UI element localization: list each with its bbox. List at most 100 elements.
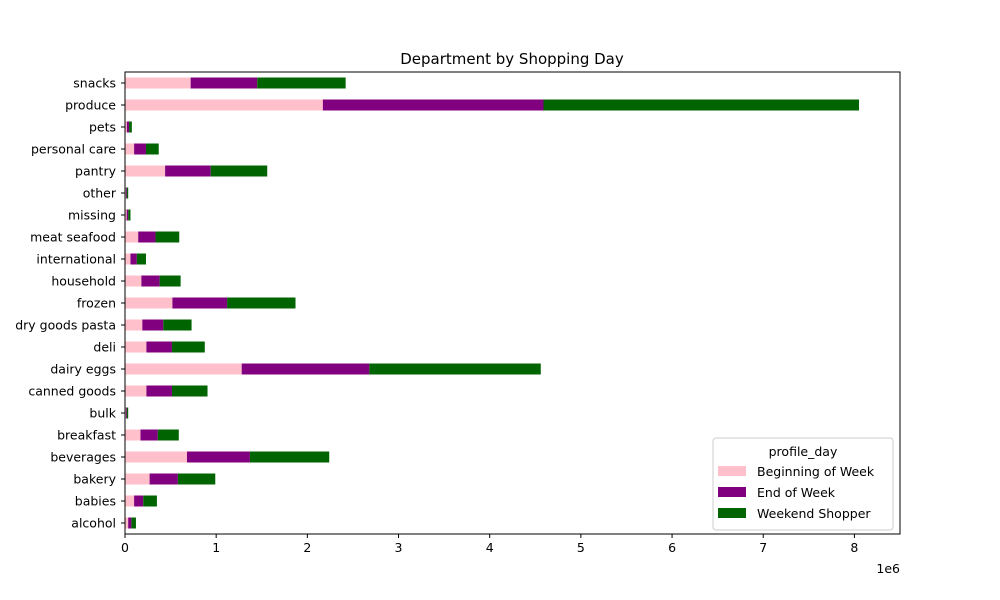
bar-dry-goods-pasta-beginning-of-week bbox=[125, 319, 143, 331]
y-tick-label: pantry bbox=[75, 164, 117, 179]
bar-bakery-end-of-week bbox=[149, 473, 178, 485]
y-tick-label: breakfast bbox=[57, 428, 116, 443]
y-axis: alcohol babies bakery beverages breakfast bul… bbox=[15, 76, 125, 531]
y-tick-label: snacks bbox=[73, 76, 116, 91]
bar-pantry-beginning-of-week bbox=[125, 165, 166, 177]
bar-frozen-weekend-shopper bbox=[227, 297, 296, 309]
x-tick-label: 7 bbox=[759, 540, 767, 555]
y-tick-label: international bbox=[36, 252, 116, 267]
y-tick-label: personal care bbox=[31, 142, 116, 157]
bar-household-beginning-of-week bbox=[125, 275, 142, 287]
bar-snacks-end-of-week bbox=[190, 77, 258, 89]
legend-items: Beginning of Week End of Week Weekend Shop… bbox=[718, 464, 875, 521]
bar-dairy-eggs-end-of-week bbox=[241, 363, 370, 375]
bar-beverages-weekend-shopper bbox=[249, 451, 330, 463]
y-tick-label: missing bbox=[68, 208, 116, 223]
y-tick-label: meat seafood bbox=[30, 230, 116, 245]
x-axis-scale-label: 1e6 bbox=[876, 561, 900, 576]
x-tick-label: 0 bbox=[121, 540, 129, 555]
bar-produce-beginning-of-week bbox=[125, 99, 323, 111]
bar-produce-end-of-week bbox=[322, 99, 544, 111]
y-tick-label: canned goods bbox=[28, 384, 116, 399]
bar-meat-seafood-beginning-of-week bbox=[125, 231, 139, 243]
bar-pets-weekend-shopper bbox=[129, 121, 132, 133]
chart-title: Department by Shopping Day bbox=[400, 50, 624, 68]
bar-babies-weekend-shopper bbox=[143, 495, 157, 507]
legend-swatch-beginning-of-week bbox=[718, 466, 746, 476]
y-tick-label: bulk bbox=[89, 406, 116, 421]
y-tick-label: bakery bbox=[73, 472, 116, 487]
bar-beverages-end-of-week bbox=[187, 451, 250, 463]
bar-canned-goods-beginning-of-week bbox=[125, 385, 147, 397]
bar-personal-care-weekend-shopper bbox=[145, 143, 159, 155]
x-tick-label: 5 bbox=[577, 540, 585, 555]
y-tick-label: beverages bbox=[50, 450, 116, 465]
bar-dry-goods-pasta-weekend-shopper bbox=[163, 319, 192, 331]
bar-missing-beginning-of-week bbox=[125, 209, 127, 221]
bar-frozen-end-of-week bbox=[172, 297, 228, 309]
bar-missing-end-of-week bbox=[126, 209, 129, 221]
bar-personal-care-end-of-week bbox=[134, 143, 146, 155]
y-tick-label: pets bbox=[89, 120, 116, 135]
bar-meat-seafood-weekend-shopper bbox=[155, 231, 180, 243]
legend: profile_day Beginning of Week End of Week… bbox=[712, 437, 894, 531]
x-tick-label: 6 bbox=[668, 540, 676, 555]
bar-dairy-eggs-beginning-of-week bbox=[125, 363, 242, 375]
bar-produce-weekend-shopper bbox=[543, 99, 859, 111]
bar-other-weekend-shopper bbox=[126, 187, 129, 199]
bar-household-weekend-shopper bbox=[159, 275, 181, 287]
bar-snacks-weekend-shopper bbox=[257, 77, 346, 89]
bar-frozen-beginning-of-week bbox=[125, 297, 173, 309]
bar-household-end-of-week bbox=[141, 275, 160, 287]
bar-bulk-weekend-shopper bbox=[126, 407, 129, 419]
bar-alcohol-weekend-shopper bbox=[131, 517, 136, 529]
bar-bakery-beginning-of-week bbox=[125, 473, 150, 485]
y-tick-label: produce bbox=[65, 98, 116, 113]
bar-meat-seafood-end-of-week bbox=[138, 231, 156, 243]
bar-canned-goods-end-of-week bbox=[146, 385, 172, 397]
bar-pantry-end-of-week bbox=[165, 165, 211, 177]
x-tick-label: 8 bbox=[850, 540, 858, 555]
bar-pets-beginning-of-week bbox=[125, 121, 127, 133]
bar-dairy-eggs-weekend-shopper bbox=[369, 363, 541, 375]
legend-label-weekend-shopper: Weekend Shopper bbox=[757, 506, 871, 521]
legend-label-end-of-week: End of Week bbox=[757, 485, 836, 500]
x-axis: 0 1 2 3 4 5 6 7 8 bbox=[121, 534, 858, 555]
bar-snacks-beginning-of-week bbox=[125, 77, 191, 89]
y-tick-label: dairy eggs bbox=[50, 362, 116, 377]
bar-beverages-beginning-of-week bbox=[125, 451, 187, 463]
x-tick-label: 1 bbox=[212, 540, 220, 555]
x-tick-label: 4 bbox=[486, 540, 494, 555]
bar-pets-end-of-week bbox=[126, 121, 130, 133]
bar-other-end-of-week bbox=[125, 187, 127, 199]
y-tick-label: household bbox=[51, 274, 116, 289]
legend-label-beginning-of-week: Beginning of Week bbox=[757, 464, 875, 479]
bar-dry-goods-pasta-end-of-week bbox=[142, 319, 164, 331]
plot-area bbox=[125, 77, 859, 529]
bar-breakfast-beginning-of-week bbox=[125, 429, 141, 441]
bar-international-weekend-shopper bbox=[136, 253, 146, 265]
legend-swatch-weekend-shopper bbox=[718, 508, 746, 518]
y-tick-label: other bbox=[83, 186, 117, 201]
bar-alcohol-end-of-week bbox=[128, 517, 132, 529]
bar-babies-beginning-of-week bbox=[125, 495, 135, 507]
bar-breakfast-weekend-shopper bbox=[157, 429, 179, 441]
bar-deli-weekend-shopper bbox=[171, 341, 205, 353]
x-tick-label: 3 bbox=[395, 540, 403, 555]
bar-pantry-weekend-shopper bbox=[210, 165, 268, 177]
bar-international-beginning-of-week bbox=[125, 253, 131, 265]
bar-bakery-weekend-shopper bbox=[177, 473, 216, 485]
legend-swatch-end-of-week bbox=[718, 487, 746, 497]
y-tick-label: babies bbox=[75, 494, 116, 509]
bar-babies-end-of-week bbox=[134, 495, 144, 507]
x-tick-label: 2 bbox=[303, 540, 311, 555]
bar-bulk-end-of-week bbox=[125, 407, 127, 419]
bar-canned-goods-weekend-shopper bbox=[171, 385, 208, 397]
legend-title: profile_day bbox=[769, 444, 838, 459]
legend-frame bbox=[712, 437, 894, 531]
y-tick-label: frozen bbox=[77, 296, 116, 311]
bar-breakfast-end-of-week bbox=[140, 429, 158, 441]
y-tick-label: deli bbox=[93, 340, 116, 355]
